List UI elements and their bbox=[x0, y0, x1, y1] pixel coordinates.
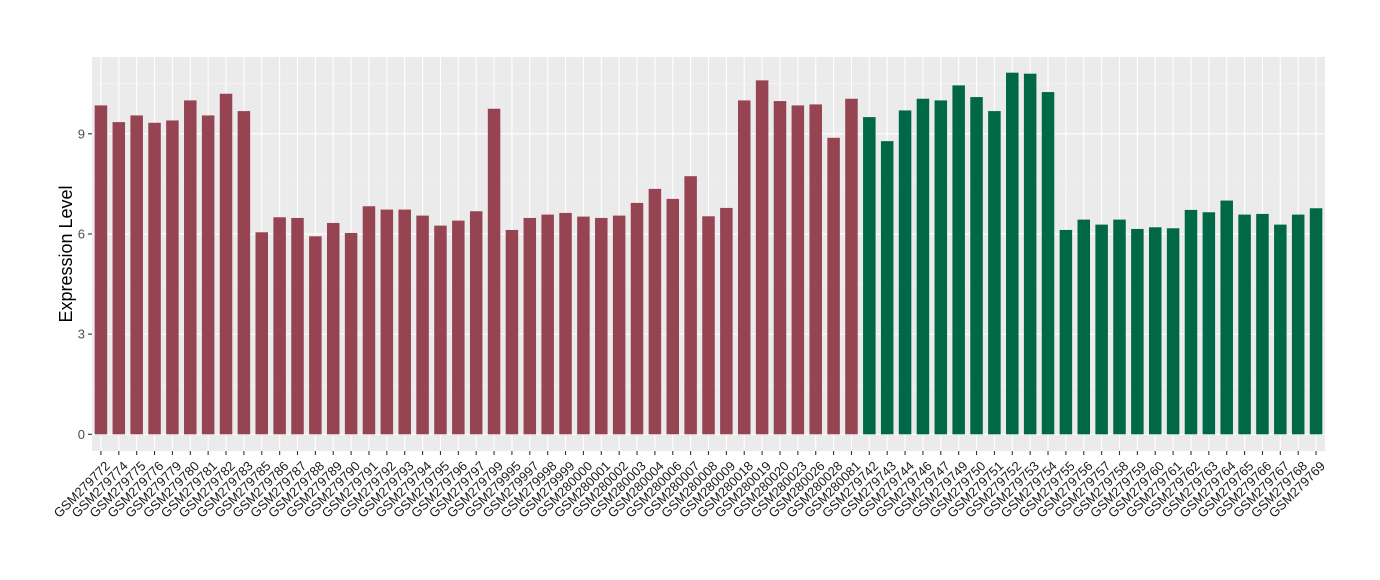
bar-GSM279767 bbox=[1274, 224, 1287, 435]
y-tick-label: 9 bbox=[78, 126, 85, 141]
bar-GSM279799 bbox=[487, 108, 501, 435]
bar-GSM279768 bbox=[1291, 214, 1305, 435]
bar-GSM279761 bbox=[1166, 228, 1180, 435]
bar-GSM279766 bbox=[1256, 213, 1269, 435]
bar-GSM279755 bbox=[1059, 229, 1073, 435]
bar-GSM280018 bbox=[737, 100, 751, 435]
bar-GSM279774 bbox=[112, 122, 126, 435]
bar-GSM280004 bbox=[648, 188, 662, 435]
bar-GSM280081 bbox=[845, 98, 858, 435]
bar-GSM279795 bbox=[434, 225, 447, 435]
bar-GSM279742 bbox=[863, 117, 876, 435]
bar-GSM279997 bbox=[523, 217, 537, 435]
bar-GSM280006 bbox=[666, 198, 680, 435]
bar-GSM279747 bbox=[934, 100, 948, 435]
bar-GSM279794 bbox=[416, 215, 429, 435]
bar-GSM280008 bbox=[702, 216, 715, 435]
bar-GSM279757 bbox=[1095, 224, 1108, 435]
bar-GSM279749 bbox=[952, 85, 965, 435]
bar-GSM279787 bbox=[291, 217, 304, 435]
bar-GSM279779 bbox=[166, 120, 179, 435]
y-tick-label: 0 bbox=[78, 427, 85, 442]
bar-GSM279793 bbox=[398, 209, 411, 435]
bar-GSM279786 bbox=[273, 217, 286, 435]
bar-GSM280001 bbox=[595, 217, 608, 435]
bar-GSM280019 bbox=[755, 80, 769, 435]
bar-GSM279789 bbox=[326, 222, 340, 435]
bar-GSM279759 bbox=[1131, 228, 1144, 435]
bar-GSM280020 bbox=[773, 101, 787, 435]
bars bbox=[94, 72, 1323, 435]
bar-GSM280009 bbox=[720, 207, 733, 435]
bar-GSM279760 bbox=[1148, 227, 1162, 435]
y-tick-label: 6 bbox=[78, 226, 85, 241]
bar-GSM279752 bbox=[1006, 72, 1019, 435]
bar-GSM279743 bbox=[880, 141, 894, 435]
bar-GSM280007 bbox=[684, 176, 697, 435]
bar-GSM279751 bbox=[988, 111, 1001, 435]
bar-GSM279790 bbox=[344, 232, 358, 435]
y-tick-label: 3 bbox=[78, 327, 85, 342]
bar-GSM279780 bbox=[184, 100, 197, 435]
bar-GSM280028 bbox=[827, 137, 840, 435]
bar-GSM279781 bbox=[201, 115, 215, 435]
bar-GSM279744 bbox=[898, 110, 912, 435]
bar-GSM279782 bbox=[219, 93, 233, 435]
bar-GSM279791 bbox=[362, 206, 376, 435]
bar-GSM280003 bbox=[630, 202, 644, 435]
bar-GSM279772 bbox=[94, 105, 108, 435]
bar-GSM279783 bbox=[237, 111, 251, 435]
bar-GSM279758 bbox=[1113, 219, 1126, 435]
y-axis-title: Expression Level bbox=[56, 185, 76, 322]
bar-GSM279785 bbox=[255, 232, 269, 435]
bar-GSM279753 bbox=[1023, 73, 1037, 435]
bar-GSM279999 bbox=[559, 212, 572, 435]
bar-GSM279776 bbox=[148, 122, 161, 435]
bar-GSM279763 bbox=[1202, 212, 1216, 435]
bar-GSM279796 bbox=[452, 220, 465, 435]
x-axis: GSM279772GSM279774GSM279775GSM279776GSM2… bbox=[51, 451, 1328, 521]
y-axis: 0 3 6 9 bbox=[78, 126, 92, 442]
bar-GSM280002 bbox=[612, 215, 626, 435]
bar-GSM280026 bbox=[809, 104, 822, 435]
bar-GSM279765 bbox=[1238, 214, 1251, 435]
bar-GSM279754 bbox=[1041, 92, 1055, 435]
bar-GSM280023 bbox=[791, 105, 805, 435]
bar-GSM279797 bbox=[469, 211, 483, 435]
bar-GSM279788 bbox=[309, 236, 322, 435]
bar-GSM279756 bbox=[1077, 219, 1091, 435]
bar-GSM279995 bbox=[505, 229, 519, 435]
bar-GSM279775 bbox=[130, 115, 143, 435]
bar-GSM279792 bbox=[380, 209, 394, 435]
bar-GSM279764 bbox=[1220, 200, 1233, 435]
bar-GSM280000 bbox=[577, 216, 590, 435]
bar-GSM279762 bbox=[1184, 209, 1198, 435]
bar-GSM279769 bbox=[1309, 208, 1323, 435]
bar-GSM279750 bbox=[970, 97, 983, 435]
bar-GSM279746 bbox=[916, 98, 930, 435]
bar-GSM279998 bbox=[541, 214, 554, 435]
